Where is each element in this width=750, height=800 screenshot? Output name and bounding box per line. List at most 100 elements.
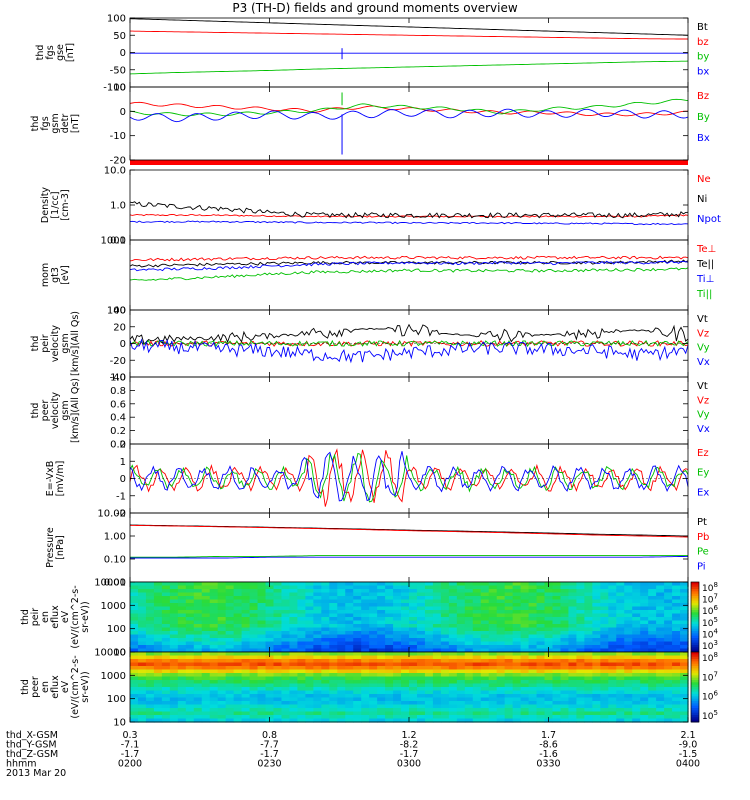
spectrogram-cell (273, 694, 283, 699)
spectrogram-cell (401, 687, 410, 692)
spectrogram-cell (401, 708, 410, 713)
spectrogram-cell (568, 694, 577, 699)
spectrogram-cell (600, 673, 609, 678)
spectrogram-cell (377, 641, 386, 646)
spectrogram-cell (584, 648, 593, 653)
spectrogram-cell (624, 631, 633, 636)
spectrogram-cell (480, 666, 490, 671)
y-tick-label: 0.01 (104, 578, 126, 589)
spectrogram-cell (233, 718, 243, 723)
spectrogram-cell (576, 676, 585, 681)
spectrogram-cell (345, 673, 354, 678)
y-axis-label-efield: [mV/m] (55, 461, 66, 497)
spectrogram-cell (504, 627, 514, 632)
spectrogram-cell (520, 648, 530, 653)
spectrogram-cell (592, 669, 601, 674)
spectrogram-cell (281, 659, 291, 664)
spectrogram-cell (528, 641, 538, 646)
spectrogram-cell (161, 613, 171, 618)
spectrogram-cell (409, 641, 418, 646)
spectrogram-cell (520, 617, 530, 622)
legend-label-peer_vel-2: Vy (697, 410, 710, 421)
spectrogram-cell (130, 652, 139, 657)
spectrogram-cell (281, 617, 291, 622)
spectrogram-cell (297, 613, 306, 618)
spectrogram-cell (225, 648, 235, 653)
spectrogram-cell (576, 673, 585, 678)
spectrogram-cell (456, 711, 466, 716)
spectrogram-cell (568, 704, 577, 709)
spectrogram-cell (592, 662, 601, 667)
spectrogram-cell (193, 708, 203, 713)
spectrogram-cell (177, 676, 187, 681)
spectrogram-cell (592, 697, 601, 702)
spectrogram-cell (345, 708, 354, 713)
spectrogram-cell (345, 683, 354, 688)
spectrogram-cell (361, 690, 370, 695)
spectrogram-cell (496, 585, 506, 590)
spectrogram-cell (616, 708, 625, 713)
spectrogram-cell (377, 701, 386, 706)
spectrogram-cell (560, 617, 570, 622)
spectrogram-cell (161, 582, 171, 587)
spectrogram-cell (249, 659, 259, 664)
spectrogram-cell (432, 592, 442, 597)
spectrogram-cell (337, 659, 346, 664)
spectrogram-cell (528, 662, 538, 667)
spectrogram-cell (440, 592, 450, 597)
spectrogram-cell (385, 708, 394, 713)
spectrogram-cell (648, 596, 657, 601)
spectrogram-cell (624, 718, 633, 723)
spectrogram-cell (536, 697, 546, 702)
spectrogram-cell (488, 641, 498, 646)
colorbar-segment (691, 605, 699, 609)
spectrogram-cell (305, 620, 314, 625)
spectrogram-cell (225, 610, 235, 615)
spectrogram-cell (416, 631, 426, 636)
spectrogram-cell (560, 624, 570, 629)
spectrogram-cell (233, 617, 243, 622)
spectrogram-cell (544, 662, 554, 667)
spectrogram-cell (664, 620, 673, 625)
spectrogram-cell (560, 669, 570, 674)
spectrogram-cell (664, 610, 673, 615)
spectrogram-cell (281, 655, 291, 660)
spectrogram-cell (305, 638, 314, 643)
spectrogram-cell (536, 627, 546, 632)
spectrogram-cell (130, 596, 139, 601)
spectrogram-cell (409, 687, 418, 692)
spectrogram-cell (616, 662, 625, 667)
spectrogram-cell (185, 718, 195, 723)
y-tick-label: 0.6 (110, 399, 126, 410)
spectrogram-cell (568, 589, 577, 594)
spectrogram-cell (217, 582, 227, 587)
spectrogram-cell (401, 641, 410, 646)
spectrogram-cell (584, 669, 593, 674)
spectrogram-cell (265, 659, 275, 664)
spectrogram-cell (185, 606, 195, 611)
spectrogram-cell (153, 683, 163, 688)
spectrogram-cell (576, 704, 585, 709)
spectrogram-cell (568, 631, 577, 636)
spectrogram-cell (504, 697, 514, 702)
spectrogram-cell (512, 701, 522, 706)
spectrogram-cell (137, 631, 147, 636)
spectrogram-cell (169, 687, 179, 692)
spectrogram-cell (520, 655, 530, 660)
spectrogram-cell (289, 624, 298, 629)
spectrogram-cell (361, 603, 370, 608)
spectrogram-cell (409, 645, 418, 650)
spectrogram-cell (536, 711, 546, 716)
spectrogram-cell (552, 641, 562, 646)
spectrogram-cell (664, 711, 673, 716)
spectrogram-cell (201, 641, 211, 646)
spectrogram-cell (672, 638, 681, 643)
spectrogram-cell (528, 659, 538, 664)
spectrogram-cell (177, 638, 187, 643)
spectrogram-cell (249, 694, 259, 699)
spectrogram-cell (512, 680, 522, 685)
spectrogram-cell (440, 599, 450, 604)
spectrogram-cell (488, 662, 498, 667)
spectrogram-cell (321, 666, 330, 671)
spectrogram-cell (145, 613, 155, 618)
